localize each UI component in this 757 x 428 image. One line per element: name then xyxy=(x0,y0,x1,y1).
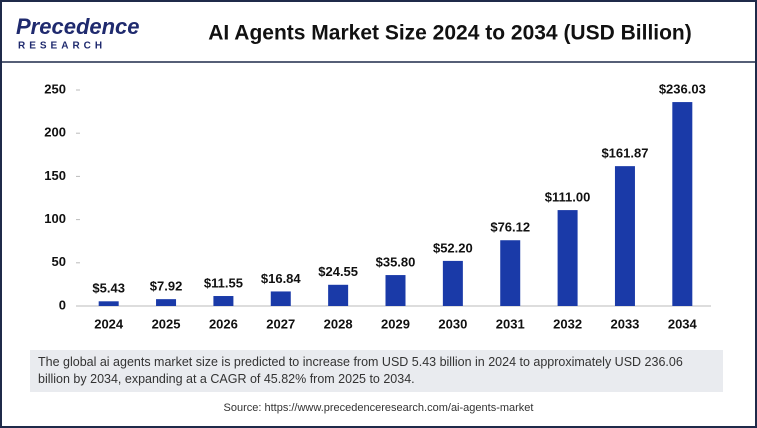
source: Source: https://www.precedenceresearch.c… xyxy=(223,402,534,414)
value-label: $236.03 xyxy=(659,82,706,97)
x-tick-label: 2032 xyxy=(553,316,582,331)
x-tick-label: 2027 xyxy=(266,316,295,331)
chart-title: AI Agents Market Size 2024 to 2034 (USD … xyxy=(208,22,692,45)
y-tick-label: 0 xyxy=(59,297,66,312)
x-tick-label: 2030 xyxy=(438,316,467,331)
value-label: $52.20 xyxy=(433,240,473,255)
logo-tagline: RESEARCH xyxy=(18,41,106,52)
y-tick-label: 100 xyxy=(44,211,66,226)
bar xyxy=(672,102,693,306)
value-label: $7.92 xyxy=(150,279,183,294)
y-tick-label: 50 xyxy=(52,254,66,269)
value-label: $5.43 xyxy=(92,281,125,296)
bar xyxy=(328,284,349,306)
x-tick-label: 2024 xyxy=(94,316,124,331)
value-label: $76.12 xyxy=(490,220,530,235)
bar xyxy=(98,301,119,306)
bar xyxy=(557,210,578,306)
logo-name: Precedence xyxy=(16,14,140,39)
bar xyxy=(156,299,177,306)
value-label: $16.84 xyxy=(261,271,302,286)
x-tick-label: 2026 xyxy=(209,316,238,331)
x-tick-label: 2031 xyxy=(496,316,525,331)
bar xyxy=(442,260,463,306)
bar xyxy=(500,240,521,306)
value-label: $161.87 xyxy=(601,146,648,161)
y-tick-label: 150 xyxy=(44,168,66,183)
x-tick-label: 2034 xyxy=(668,316,698,331)
bar xyxy=(270,291,291,306)
bar xyxy=(385,275,406,306)
x-tick-label: 2028 xyxy=(324,316,353,331)
y-tick-label: 200 xyxy=(44,125,66,140)
x-tick-label: 2029 xyxy=(381,316,410,331)
value-label: $35.80 xyxy=(376,255,416,270)
x-tick-label: 2025 xyxy=(152,316,181,331)
description: The global ai agents market size is pred… xyxy=(30,350,723,392)
value-label: $111.00 xyxy=(545,190,591,205)
value-label: $24.55 xyxy=(318,264,358,279)
bar xyxy=(614,166,635,306)
value-label: $11.55 xyxy=(204,275,243,290)
y-tick-label: 250 xyxy=(44,81,66,96)
x-tick-label: 2033 xyxy=(610,316,639,331)
bar xyxy=(213,296,234,306)
